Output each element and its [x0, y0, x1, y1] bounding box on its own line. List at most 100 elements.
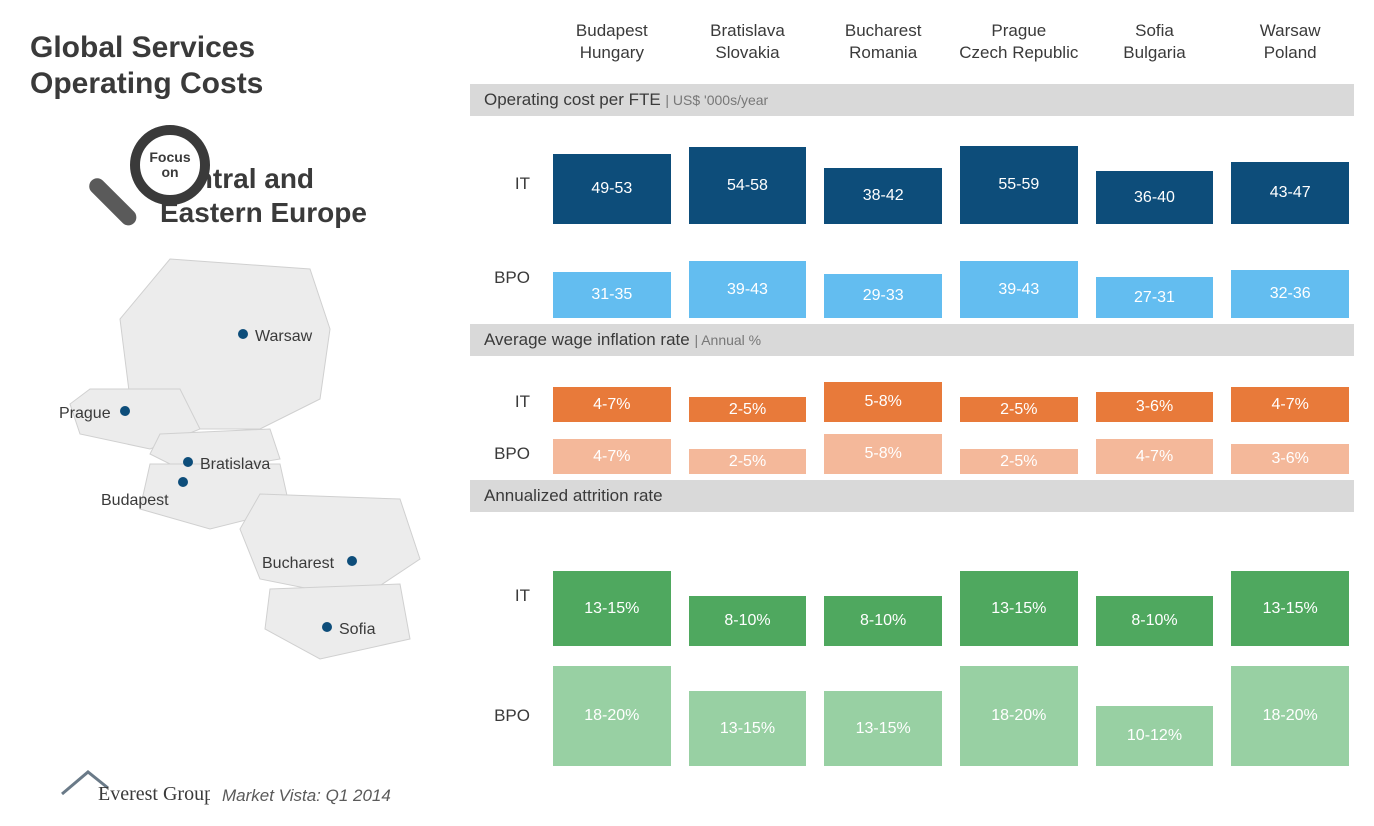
bar-cell: 49-53 — [548, 144, 676, 224]
bar-cell: 39-43 — [955, 238, 1083, 318]
bar-cell: 8-10% — [684, 546, 812, 646]
city-label-prague: Prague — [59, 405, 111, 423]
city-label-warsaw: Warsaw — [255, 328, 312, 346]
bar-value: 2-5% — [960, 449, 1077, 474]
col-header-city: Sofia — [1091, 20, 1219, 42]
col-header-city: Budapest — [548, 20, 676, 42]
bar-value: 39-43 — [689, 261, 806, 318]
bar-cell: 10-12% — [1091, 666, 1219, 766]
bar-cell: 31-35 — [548, 238, 676, 318]
col-header-country: Czech Republic — [955, 42, 1083, 64]
bar-cell: 18-20% — [955, 666, 1083, 766]
col-header-country: Slovakia — [684, 42, 812, 64]
row-label-bpo: BPO — [470, 706, 540, 726]
col-header-budapest: BudapestHungary — [548, 20, 676, 78]
city-label-sofia: Sofia — [339, 621, 375, 639]
col-header-country: Bulgaria — [1091, 42, 1219, 64]
col-header-sofia: SofiaBulgaria — [1091, 20, 1219, 78]
bar-value: 4-7% — [553, 439, 670, 474]
bar-cell: 8-10% — [819, 546, 947, 646]
bar-cell: 2-5% — [955, 382, 1083, 422]
bar-cell: 2-5% — [955, 434, 1083, 474]
col-header-bucharest: BucharestRomania — [819, 20, 947, 78]
col-header-country: Romania — [819, 42, 947, 64]
bar-cell: 4-7% — [1091, 434, 1219, 474]
bar-cell: 4-7% — [548, 382, 676, 422]
bar-cell: 13-15% — [955, 546, 1083, 646]
row-label-bpo: BPO — [470, 268, 540, 288]
row-label-it: IT — [470, 586, 540, 606]
title-line2: Operating Costs — [30, 66, 450, 102]
section-header: Annualized attrition rate — [470, 480, 1354, 512]
footer: Everest Group Market Vista: Q1 2014 — [60, 766, 391, 806]
col-header-bratislava: BratislavaSlovakia — [684, 20, 812, 78]
bar-value: 43-47 — [1231, 162, 1348, 225]
bar-value: 2-5% — [960, 397, 1077, 422]
col-header-city: Bratislava — [684, 20, 812, 42]
bar-value: 49-53 — [553, 154, 670, 225]
section-header: Average wage inflation rate | Annual % — [470, 324, 1354, 356]
city-label-bucharest: Bucharest — [262, 555, 334, 573]
footer-caption: Market Vista: Q1 2014 — [222, 786, 391, 806]
bar-value: 4-7% — [553, 387, 670, 422]
bar-cell: 4-7% — [548, 434, 676, 474]
bar-cell: 55-59 — [955, 144, 1083, 224]
bar-value: 32-36 — [1231, 270, 1348, 318]
bar-value: 5-8% — [824, 434, 941, 474]
right-panel: BudapestHungaryBratislavaSlovakiaBuchare… — [470, 0, 1374, 826]
col-header-warsaw: WarsawPoland — [1226, 20, 1354, 78]
magnifier-icon: Focuson — [90, 115, 220, 245]
bar-value: 55-59 — [960, 146, 1077, 225]
bar-cell: 13-15% — [1226, 546, 1354, 646]
left-panel: Global Services Operating Costs Focuson … — [0, 0, 470, 826]
svg-text:Everest Group: Everest Group — [98, 783, 210, 805]
bar-value: 18-20% — [960, 666, 1077, 766]
col-header-city: Bucharest — [819, 20, 947, 42]
bar-value: 13-15% — [689, 691, 806, 766]
bar-cell: 29-33 — [819, 238, 947, 318]
bar-value: 5-8% — [824, 382, 941, 422]
bar-value: 39-43 — [960, 261, 1077, 318]
bar-value: 38-42 — [824, 168, 941, 224]
col-header-city: Prague — [955, 20, 1083, 42]
bar-cell: 54-58 — [684, 144, 812, 224]
bar-cell: 18-20% — [1226, 666, 1354, 766]
bar-cell: 2-5% — [684, 434, 812, 474]
row-label-it: IT — [470, 174, 540, 194]
bar-cell: 13-15% — [819, 666, 947, 766]
bar-cell: 2-5% — [684, 382, 812, 422]
bar-value: 3-6% — [1096, 392, 1213, 422]
bar-value: 13-15% — [960, 571, 1077, 646]
bar-cell: 13-15% — [548, 546, 676, 646]
bar-value: 54-58 — [689, 147, 806, 224]
bar-value: 8-10% — [1096, 596, 1213, 646]
title-block: Global Services Operating Costs Focuson … — [30, 30, 450, 229]
row-label-it: IT — [470, 392, 540, 412]
bar-value: 8-10% — [824, 596, 941, 646]
bar-value: 10-12% — [1096, 706, 1213, 766]
bar-value: 2-5% — [689, 397, 806, 422]
bar-value: 13-15% — [1231, 571, 1348, 646]
col-header-country: Poland — [1226, 42, 1354, 64]
bar-cell: 18-20% — [548, 666, 676, 766]
bar-value: 4-7% — [1231, 387, 1348, 422]
title-line1: Global Services — [30, 30, 450, 66]
col-header-country: Hungary — [548, 42, 676, 64]
bar-cell: 13-15% — [684, 666, 812, 766]
bar-value: 4-7% — [1096, 439, 1213, 474]
bar-cell: 38-42 — [819, 144, 947, 224]
bar-cell: 5-8% — [819, 382, 947, 422]
map: BudapestBratislavaBucharestPragueSofiaWa… — [30, 249, 450, 679]
bar-value: 27-31 — [1096, 277, 1213, 318]
col-header-prague: PragueCzech Republic — [955, 20, 1083, 78]
bar-value: 13-15% — [824, 691, 941, 766]
bar-value: 18-20% — [553, 666, 670, 766]
bar-cell: 32-36 — [1226, 238, 1354, 318]
bar-value: 31-35 — [553, 272, 670, 319]
col-header-city: Warsaw — [1226, 20, 1354, 42]
row-label-bpo: BPO — [470, 444, 540, 464]
bar-cell: 43-47 — [1226, 144, 1354, 224]
bar-value: 13-15% — [553, 571, 670, 646]
bar-cell: 3-6% — [1226, 434, 1354, 474]
bar-cell: 39-43 — [684, 238, 812, 318]
